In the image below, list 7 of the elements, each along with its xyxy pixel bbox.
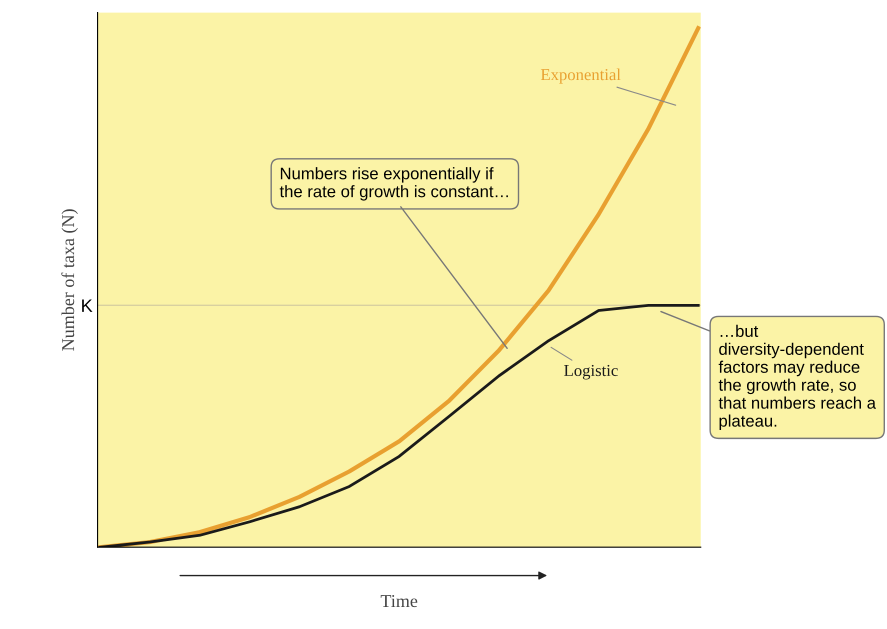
y-axis-title: Number of taxa (N)	[61, 209, 78, 351]
x-axis-title: Time	[380, 595, 418, 608]
annotation: Numbers rise exponentially if the rate of growth is constant…	[280, 167, 508, 201]
ref-line-label: K	[82, 299, 93, 312]
text: …but diversity-dependent factors may reduce the growth rate, so that numbers reach a plateau.	[718, 324, 876, 430]
series-label: Logistic	[564, 364, 618, 380]
text: Exponential	[540, 68, 621, 84]
